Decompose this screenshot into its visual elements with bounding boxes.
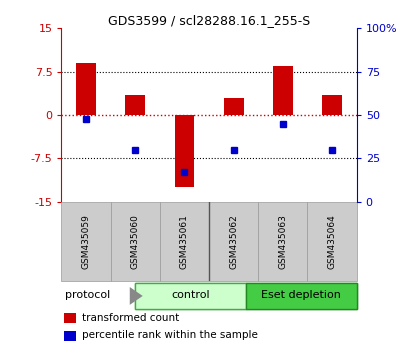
Bar — [110, 202, 160, 281]
Title: GDS3599 / scl28288.16.1_255-S: GDS3599 / scl28288.16.1_255-S — [108, 14, 310, 27]
Text: GSM435064: GSM435064 — [327, 214, 336, 269]
Bar — [160, 202, 209, 281]
Bar — [272, 66, 292, 115]
Bar — [64, 331, 76, 341]
Text: GSM435063: GSM435063 — [278, 214, 287, 269]
Text: GSM435062: GSM435062 — [229, 214, 238, 269]
Text: protocol: protocol — [65, 290, 110, 300]
Bar — [174, 115, 194, 187]
Polygon shape — [129, 287, 142, 305]
Bar — [223, 98, 243, 115]
Bar — [321, 95, 341, 115]
Bar — [61, 202, 110, 281]
Bar — [245, 282, 356, 309]
Text: control: control — [171, 290, 209, 300]
Text: transformed count: transformed count — [82, 313, 179, 322]
Bar — [245, 282, 356, 309]
Bar — [135, 282, 245, 309]
Text: Eset depletion: Eset depletion — [261, 290, 340, 300]
Bar — [76, 63, 96, 115]
Text: GSM435061: GSM435061 — [180, 214, 189, 269]
Bar — [258, 202, 307, 281]
Bar — [64, 313, 76, 323]
Text: GSM435060: GSM435060 — [130, 214, 139, 269]
Bar — [135, 282, 245, 309]
Text: GSM435059: GSM435059 — [81, 214, 90, 269]
Bar — [307, 202, 356, 281]
Bar — [125, 95, 145, 115]
Bar — [209, 202, 258, 281]
Text: percentile rank within the sample: percentile rank within the sample — [82, 330, 257, 341]
